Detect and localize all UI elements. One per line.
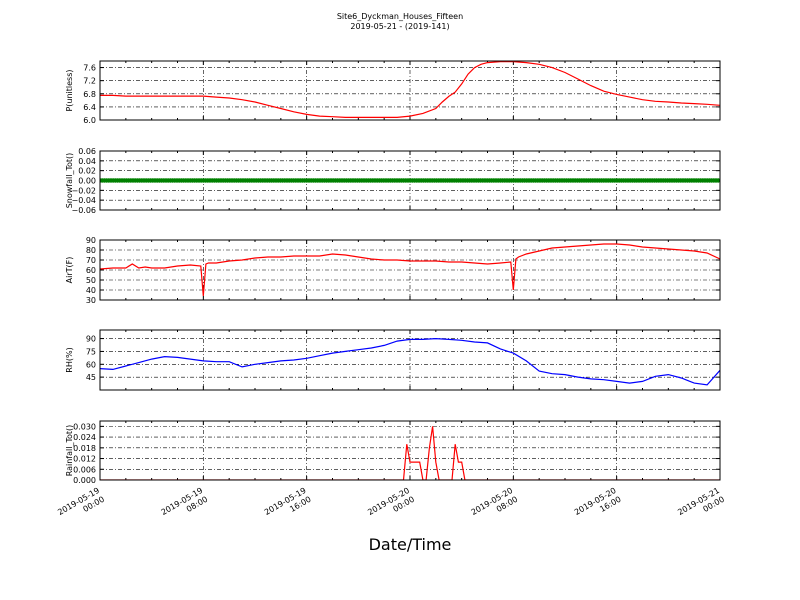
air-temp-y-tick-label: 90 <box>86 236 96 245</box>
air-temp-y-tick-label: 60 <box>86 266 96 275</box>
rh-y-tick-label: 90 <box>86 335 96 344</box>
snowfall-y-tick-label: 0.06 <box>78 147 96 156</box>
snowfall-series <box>100 178 720 183</box>
air-temp-y-tick-label: 40 <box>86 286 96 295</box>
rh-axes-frame <box>99 329 721 391</box>
panel-pressure: 6.0 6.4 6.8 7.2 7.6 P(unitless) <box>65 60 721 125</box>
air-temp-y-tick-label: 30 <box>86 296 96 305</box>
rh-series-line <box>100 337 720 386</box>
snowfall-y-tick-label: 0.00 <box>78 177 96 186</box>
pressure-axes-frame <box>99 60 721 121</box>
rainfall-axes-frame <box>99 420 721 481</box>
snowfall-axes-frame <box>99 150 721 211</box>
figure-x-axis-label: Date/Time <box>369 535 452 554</box>
snowfall-y-tick-label: 0.02 <box>78 167 96 176</box>
rainfall-y-tick-label: 0.006 <box>73 465 96 474</box>
chart-panels: 6.0 6.4 6.8 7.2 7.6 P(unitless) −0.06−0.04−0.0… <box>65 60 721 485</box>
snowfall-point <box>716 178 720 183</box>
panel-rh: 45 60 75 90 RH(%) <box>65 329 721 391</box>
rh-y-tick-label: 45 <box>86 373 96 382</box>
snowfall-y-tick-label: −0.06 <box>71 206 96 215</box>
air-temp-y-axis-label: AirT(F) <box>65 257 74 284</box>
rainfall-y-tick-label: 0.030 <box>73 422 96 431</box>
rh-y-tick-label: 75 <box>86 347 96 356</box>
pressure-y-tick-label: 7.6 <box>83 64 96 73</box>
rainfall-y-tick-label: 0.018 <box>73 444 96 453</box>
snowfall-y-axis-label: Snowfall_Tot() <box>65 153 74 209</box>
rainfall-y-tick-label: 0.012 <box>73 455 96 464</box>
air-temp-y-tick-label: 50 <box>86 276 96 285</box>
pressure-y-tick-label: 7.2 <box>83 77 96 86</box>
figure-title-line2: 2019-05-21 - (2019-141) <box>350 22 449 31</box>
pressure-y-tick-label: 6.0 <box>83 116 96 125</box>
air-temp-y-tick-label: 80 <box>86 246 96 255</box>
rh-y-tick-label: 60 <box>86 360 96 369</box>
pressure-y-tick-label: 6.8 <box>83 90 96 99</box>
rainfall-series-line <box>100 426 720 480</box>
rainfall-y-axis-label: Rainfall_Tot() <box>65 425 74 477</box>
figure-title-line1: Site6_Dyckman_Houses_Fifteen <box>337 12 463 21</box>
pressure-series-line <box>100 61 720 119</box>
snowfall-y-tick-label: 0.04 <box>78 157 96 166</box>
air-temp-axes-frame <box>99 239 721 301</box>
snowfall-y-tick-label: −0.04 <box>71 196 96 205</box>
air-temp-series-line <box>100 243 720 297</box>
rainfall-y-tick-label: 0.024 <box>73 433 96 442</box>
snowfall-y-tick-label: −0.02 <box>71 186 96 195</box>
pressure-y-axis-label: P(unitless) <box>65 69 74 111</box>
pressure-y-tick-label: 6.4 <box>83 103 96 112</box>
panel-snowfall: −0.06−0.04−0.020.000.020.040.06 Snowfall_… <box>65 147 721 215</box>
air-temp-y-tick-label: 70 <box>86 256 96 265</box>
rainfall-y-tick-label: 0.000 <box>73 476 96 485</box>
rh-y-axis-label: RH(%) <box>65 347 74 372</box>
